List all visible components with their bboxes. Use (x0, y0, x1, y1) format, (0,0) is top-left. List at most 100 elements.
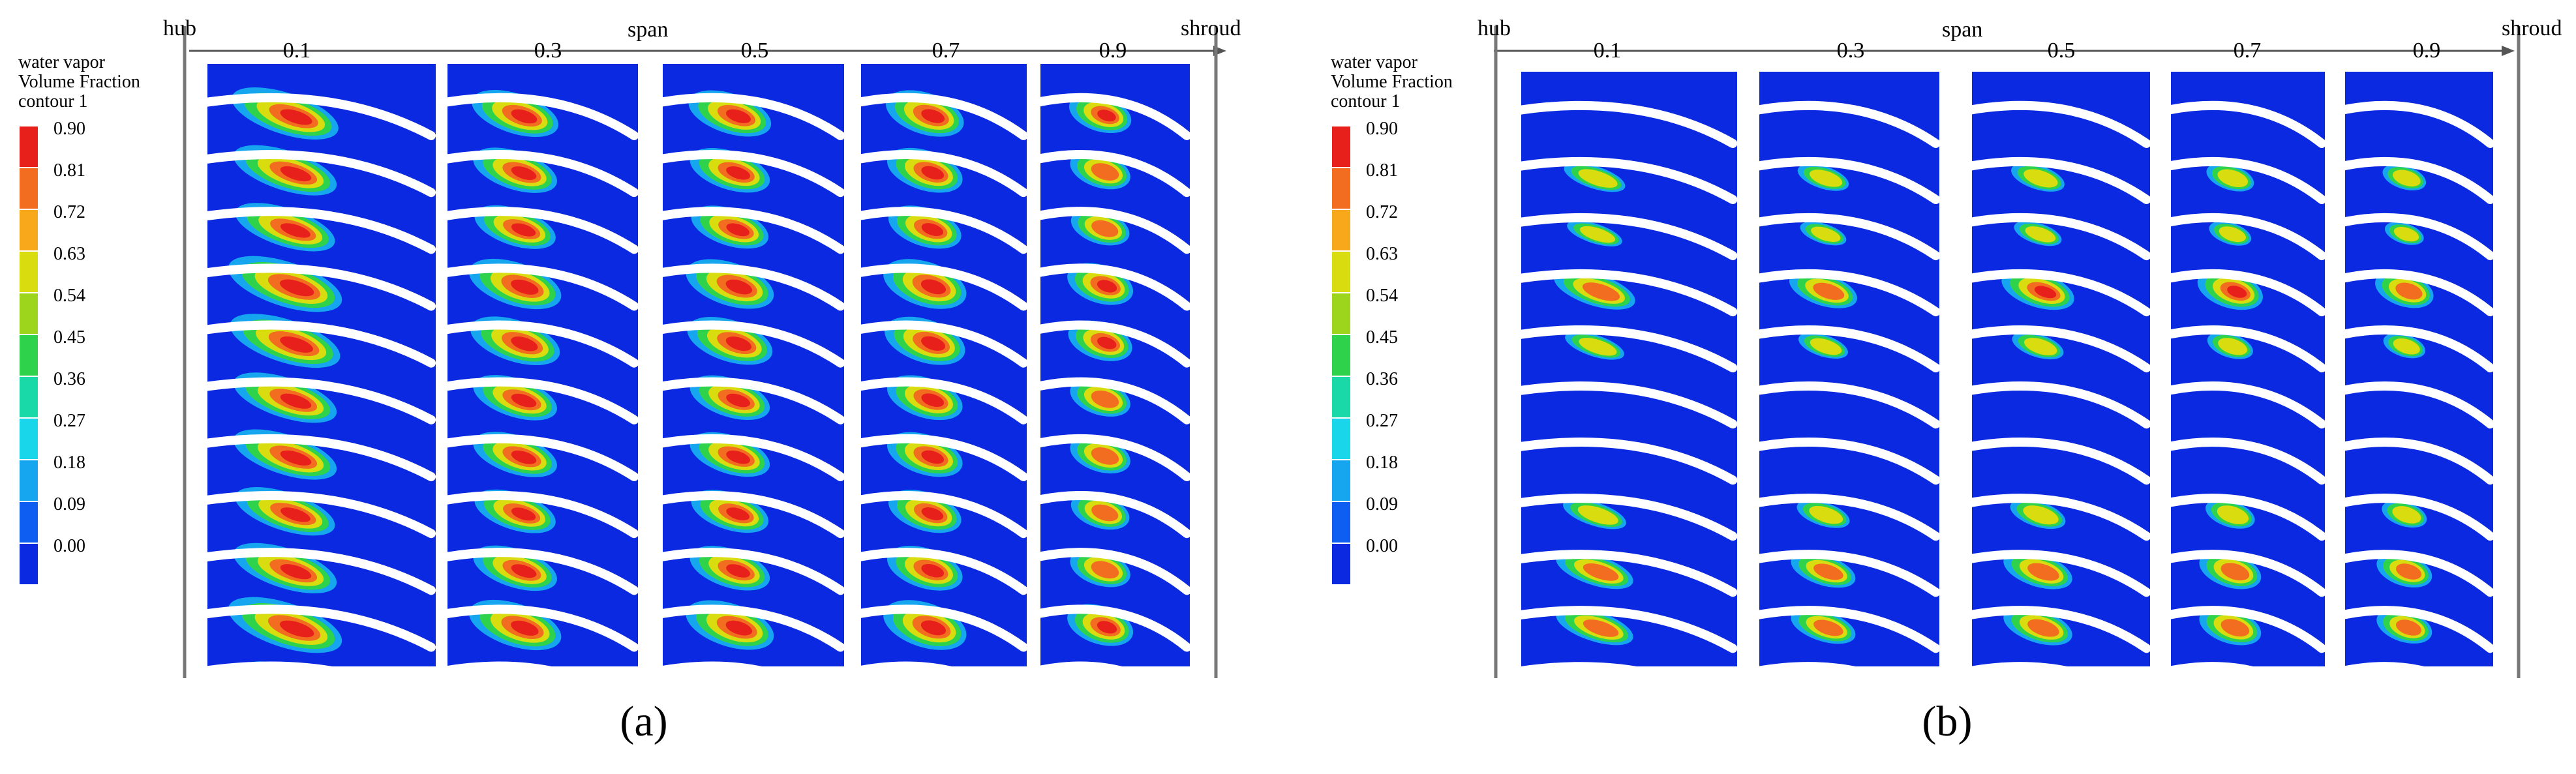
blade-profile (1972, 494, 2150, 541)
span-tick-0: 0.1 (283, 38, 311, 63)
vapor-region (2020, 670, 2058, 695)
legend-title-line-3: contour 1 (1331, 91, 1401, 112)
blade-profile (2171, 494, 2325, 541)
span-axis-title: span (1942, 18, 1982, 42)
vapor-region (511, 166, 537, 180)
blade-profile (1040, 548, 1190, 595)
vapor-region (280, 450, 312, 466)
vapor-region (1806, 671, 1843, 695)
contour-panel-2 (663, 64, 844, 666)
span-tick-1: 0.3 (534, 38, 562, 63)
legend-swatch-1 (1332, 168, 1350, 209)
vapor-region (2023, 169, 2058, 188)
blade-profile (663, 149, 844, 198)
vapor-region (280, 109, 312, 125)
vapor-region (2034, 286, 2057, 299)
blade-profile (2171, 381, 2325, 429)
blade-profile (207, 604, 436, 652)
legend-swatch-7 (1332, 419, 1350, 459)
legend-swatch-4 (1332, 293, 1350, 334)
blade-profile (1521, 100, 1737, 148)
blade-profile (861, 263, 1027, 311)
vapor-region (1097, 280, 1117, 293)
vapor-region (725, 620, 753, 636)
vapor-region (726, 564, 750, 578)
span-axis-title: span (628, 18, 668, 42)
legend-value-5: 0.45 (53, 327, 85, 348)
blade-profile (1759, 494, 1939, 541)
legend-value-10: 0.00 (53, 536, 85, 556)
legend-color-bar (20, 127, 38, 584)
figure-a-canvas: hub shroud span 0.1 0.3 0.5 0.7 0.9 wate… (18, 16, 1241, 745)
vapor-region (2219, 674, 2245, 692)
vapor-region (1579, 338, 1617, 356)
vapor-region (2023, 505, 2059, 525)
vapor-region (725, 279, 753, 295)
legend-title-line-1: water vapor (18, 52, 106, 72)
contour-panel-1 (1759, 72, 1939, 697)
vapor-region (1813, 619, 1843, 636)
span-axis-arrow (2502, 46, 2515, 56)
vapor-region (511, 109, 538, 124)
vapor-region (2023, 338, 2057, 355)
blade-profile (447, 548, 638, 595)
blade-profile (207, 434, 436, 482)
blade-profile (1521, 213, 1737, 261)
legend-swatch-10 (1332, 544, 1350, 584)
vapor-region (921, 507, 944, 520)
shroud-label: shroud (2502, 16, 2562, 40)
legend-value-0: 0.90 (1366, 119, 1398, 139)
figure-caption: (a) (620, 698, 667, 745)
hub-label: hub (1477, 16, 1511, 40)
vapor-region (1800, 668, 1847, 697)
vapor-region (726, 223, 750, 237)
vapor-region (2220, 563, 2250, 581)
blade-profile (2171, 100, 2325, 148)
legend-value-9: 0.09 (53, 494, 85, 514)
blade-profile (861, 661, 952, 666)
vapor-region (2393, 674, 2419, 692)
blade-profile (1040, 434, 1190, 482)
vapor-region (280, 166, 312, 182)
blade-profile (1521, 269, 1737, 317)
blade-profile (1972, 269, 2150, 317)
blade-profile (1972, 100, 2150, 148)
vapor-region (2217, 505, 2249, 524)
vapor-region (1811, 674, 1840, 692)
blade-profile (2345, 269, 2493, 317)
hub-label: hub (163, 16, 196, 40)
blade-profile (663, 604, 844, 652)
vapor-region (280, 393, 312, 409)
vapor-region (921, 166, 945, 180)
blade-profile (1759, 213, 1939, 261)
vapor-region (1070, 661, 1129, 704)
blade-profile (2171, 213, 2325, 261)
vapor-region (1574, 670, 1618, 696)
span-tick-0: 0.1 (1594, 38, 1622, 63)
legend-value-4: 0.54 (1366, 286, 1398, 306)
blade-profile (1759, 100, 1939, 148)
blade-profile (207, 320, 436, 368)
blade-profile (1040, 491, 1190, 539)
vapor-region (280, 564, 312, 580)
blade-profile (207, 491, 436, 539)
blade-profile (861, 548, 1027, 595)
legend-swatch-9 (20, 502, 38, 543)
vapor-region (2385, 668, 2424, 696)
blade-profile (663, 434, 844, 482)
blade-profile (861, 207, 1027, 254)
vapor-region (485, 661, 549, 704)
vapor-region (1091, 447, 1119, 465)
vapor-region (2218, 338, 2248, 355)
blade-profile (1521, 606, 1737, 653)
vapor-region (921, 336, 946, 351)
vapor-region (494, 666, 544, 700)
blade-profile (447, 491, 638, 539)
blade-profile (1972, 213, 2150, 261)
figure-a: hub shroud span 0.1 0.3 0.5 0.7 0.9 wate… (0, 0, 1288, 771)
vapor-region (2396, 619, 2422, 636)
blade-profile (861, 93, 1027, 140)
vapor-region (280, 223, 311, 238)
vapor-region (2393, 226, 2419, 242)
blade-profile (663, 548, 844, 595)
